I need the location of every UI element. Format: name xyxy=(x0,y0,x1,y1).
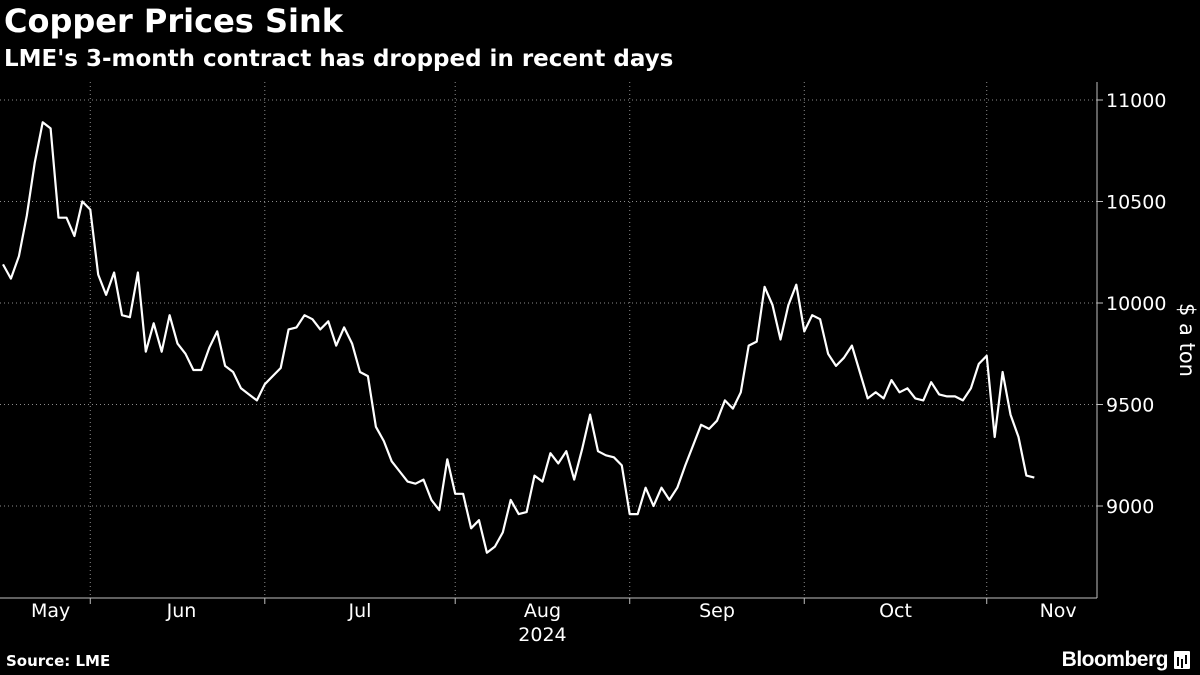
x-ticks: May Jun Jul Aug Sep Oct Nov 2024 xyxy=(31,598,1077,646)
x-tick-label: May xyxy=(31,600,70,622)
x-tick-label: Nov xyxy=(1040,600,1077,622)
y-tick-label: 9500 xyxy=(1106,395,1154,417)
y-tick-label: 10000 xyxy=(1106,293,1166,315)
y-ticks: 9000 9500 10000 10500 11000 xyxy=(1097,90,1166,518)
y-tick-label: 11000 xyxy=(1106,90,1166,112)
chart-subtitle: LME's 3-month contract has dropped in re… xyxy=(4,46,674,72)
terminal-icon xyxy=(1174,651,1190,669)
x-tick-label: Aug xyxy=(524,600,561,622)
brand-name: Bloomberg xyxy=(1061,648,1169,671)
y-axis-label: $ a ton xyxy=(1175,303,1199,377)
y-tick-label: 9000 xyxy=(1106,496,1154,518)
gridlines xyxy=(0,82,1097,598)
y-tick-label: 10500 xyxy=(1106,192,1166,214)
series-line xyxy=(2,121,1035,554)
x-year-label: 2024 xyxy=(518,624,566,646)
source-note: Source: LME xyxy=(6,652,111,670)
brand-logo: Bloomberg xyxy=(1062,648,1190,672)
x-tick-label: Jun xyxy=(166,600,197,622)
x-tick-label: Sep xyxy=(699,600,735,622)
axes xyxy=(0,82,1098,599)
x-tick-label: Oct xyxy=(879,600,912,622)
chart-title: Copper Prices Sink xyxy=(4,2,344,40)
x-tick-label: Jul xyxy=(348,600,372,622)
